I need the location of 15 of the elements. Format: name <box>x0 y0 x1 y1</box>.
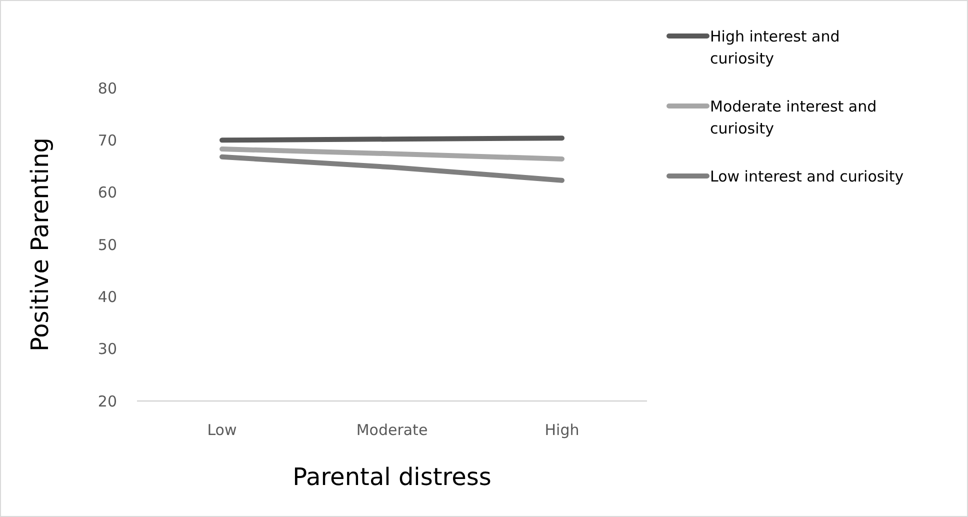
y-tick-label: 70 <box>98 131 117 150</box>
legend-label: Low interest and curiosity <box>710 167 904 186</box>
y-tick-label: 80 <box>98 79 117 98</box>
legend-label: High interest and curiosity <box>710 27 840 68</box>
x-tick-label: Moderate <box>356 421 428 439</box>
y-axis-title: Positive Parenting <box>26 137 54 352</box>
y-tick-label: 30 <box>98 340 117 358</box>
y-tick-label: 40 <box>98 288 117 306</box>
y-tick-label: 60 <box>98 184 117 202</box>
x-tick-label: High <box>544 421 580 439</box>
y-tick-label: 20 <box>98 392 117 410</box>
x-axis-title: Parental distress <box>292 463 492 491</box>
legend-label: Moderate interest and curiosity <box>710 97 877 138</box>
x-tick-label: Low <box>207 421 237 439</box>
y-tick-label: 50 <box>98 236 117 254</box>
